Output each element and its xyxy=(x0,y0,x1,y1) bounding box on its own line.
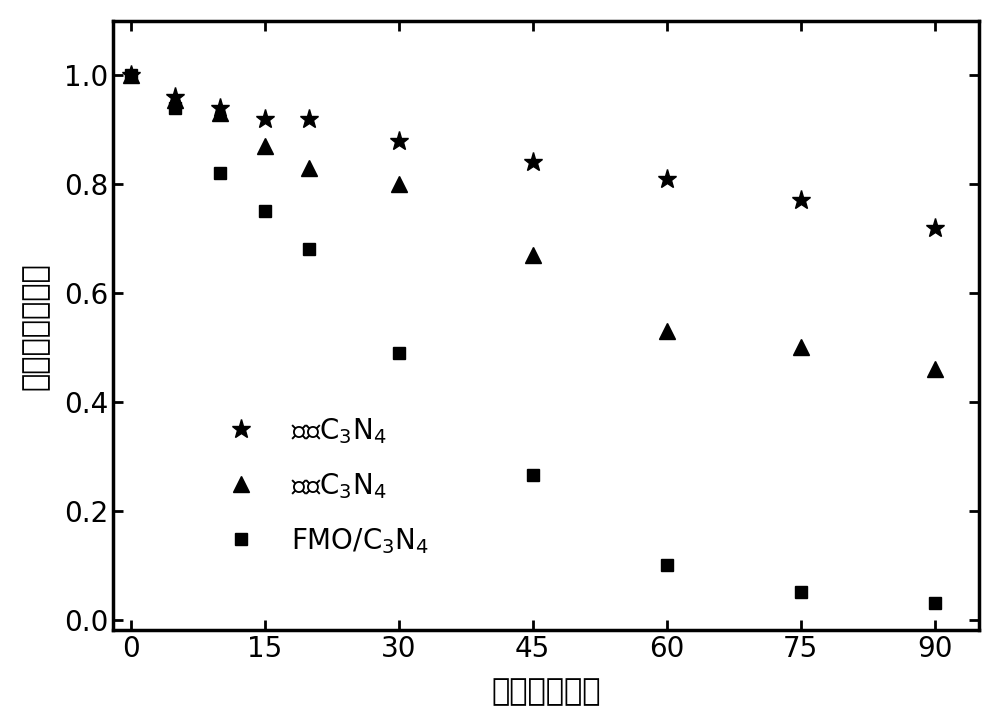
X-axis label: 时间（分钟）: 时间（分钟） xyxy=(491,677,601,706)
Y-axis label: 浓度／初始浓度: 浓度／初始浓度 xyxy=(21,262,50,390)
Legend: 块状C$_3$N$_4$, 片状C$_3$N$_4$, FMO/C$_3$N$_4$: 块状C$_3$N$_4$, 片状C$_3$N$_4$, FMO/C$_3$N$_… xyxy=(213,416,430,555)
